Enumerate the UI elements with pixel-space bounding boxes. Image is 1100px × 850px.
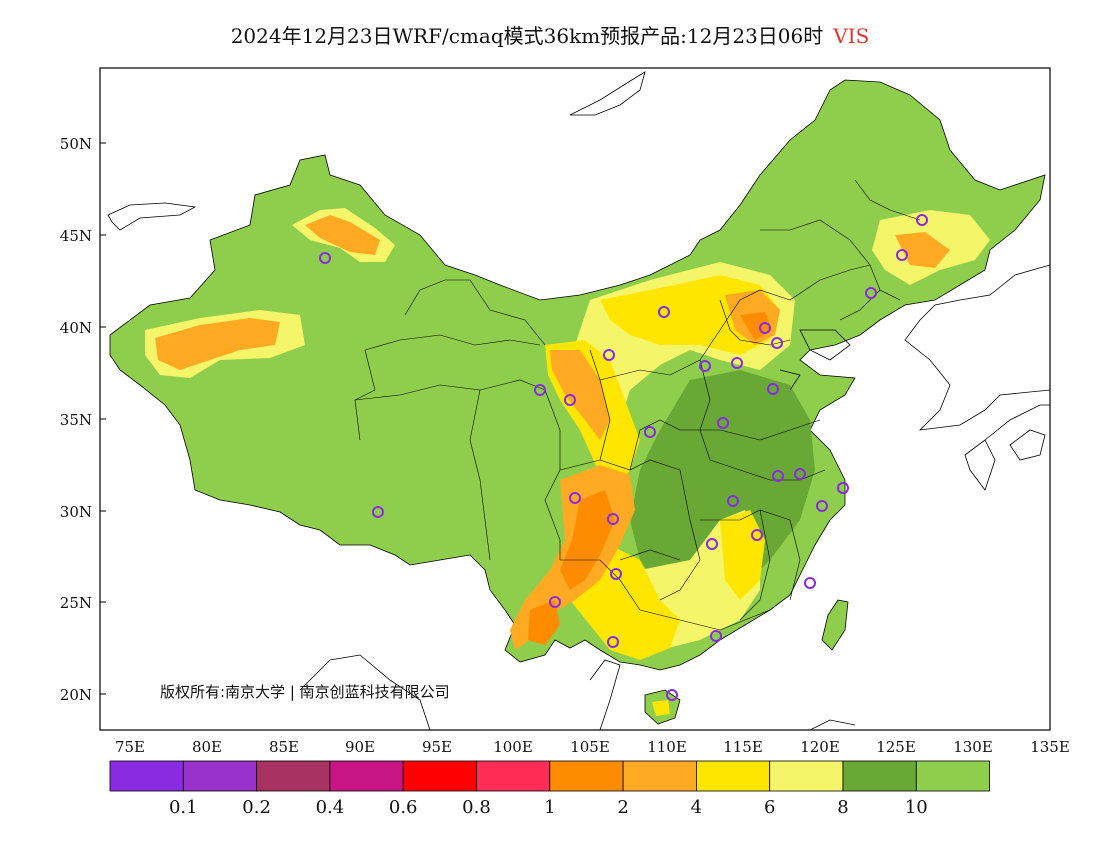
- circle-icon: [319, 252, 331, 264]
- colorbar-label: 4: [691, 797, 702, 818]
- circle-icon: [731, 357, 743, 369]
- lon-label: 90E: [345, 738, 375, 756]
- colorbar: 0.1 0.2 0.4 0.6 0.8 1 2 4 6 8 10: [109, 760, 990, 818]
- circle-icon: [759, 322, 771, 334]
- circle-icon: [549, 596, 561, 608]
- lon-label: 110E: [647, 738, 687, 756]
- circle-icon: [603, 349, 615, 361]
- circle-icon: [771, 337, 783, 349]
- colorbar-swatch: [842, 760, 917, 792]
- circle-icon: [644, 426, 656, 438]
- lon-label: 120E: [800, 738, 840, 756]
- colorbar-swatch: [329, 760, 404, 792]
- colorbar-swatch: [622, 760, 697, 792]
- colorbar-label: 6: [764, 797, 775, 818]
- vis-band-4-6-east: [720, 510, 765, 600]
- lon-label: 75E: [115, 738, 145, 756]
- circle-icon: [727, 495, 739, 507]
- colorbar-label: 0.4: [316, 797, 345, 818]
- lat-axis: 50N 45N 40N 35N 30N 25N 20N: [60, 135, 106, 704]
- circle-icon: [534, 384, 546, 396]
- hainan-yellow: [652, 700, 670, 716]
- lat-label: 25N: [60, 594, 92, 612]
- lon-label: 135E: [1030, 738, 1070, 756]
- colorbar-label: 0.8: [462, 797, 491, 818]
- colorbar-swatch: [476, 760, 551, 792]
- vis-band-8-10: [630, 370, 815, 600]
- circle-icon: [804, 577, 816, 589]
- circle-icon: [706, 538, 718, 550]
- lat-label: 35N: [60, 411, 92, 429]
- circle-icon: [772, 470, 784, 482]
- circle-icon: [607, 513, 619, 525]
- lat-label: 20N: [60, 686, 92, 704]
- circle-icon: [816, 500, 828, 512]
- circle-icon: [666, 689, 678, 701]
- vis-band-2-4-ne: [895, 232, 950, 268]
- circle-icon: [837, 482, 849, 494]
- colorbar-label: 0.1: [169, 797, 198, 818]
- copyright-text: 版权所有:南京大学 | 南京创蓝科技有限公司: [160, 683, 450, 701]
- map-title: 2024年12月23日WRF/cmaq模式36km预报产品:12月23日06时 V…: [0, 20, 1100, 49]
- lon-label: 80E: [192, 738, 222, 756]
- lon-axis: 75E 80E 85E 90E 95E 100E 105E 110E 115E …: [115, 738, 1070, 756]
- circle-icon: [610, 568, 622, 580]
- colorbar-swatch: [402, 760, 477, 792]
- lon-label: 115E: [723, 738, 763, 756]
- colorbar-swatch: [109, 760, 184, 792]
- circle-icon: [717, 417, 729, 429]
- colorbar-label: 8: [837, 797, 848, 818]
- lon-label: 95E: [422, 738, 452, 756]
- circle-icon: [916, 214, 928, 226]
- circle-icon: [658, 306, 670, 318]
- circle-icon: [751, 529, 763, 541]
- colorbar-label: 2: [617, 797, 628, 818]
- lon-label: 85E: [269, 738, 299, 756]
- circle-icon: [865, 287, 877, 299]
- vis-band-1-2-sichuan: [560, 490, 615, 590]
- circle-icon: [607, 636, 619, 648]
- vis-band-2-4-loess: [550, 350, 610, 440]
- circle-icon: [767, 383, 779, 395]
- circle-icon: [699, 360, 711, 372]
- province-boundaries: [354, 179, 921, 631]
- lat-label: 40N: [60, 319, 92, 337]
- colorbar-label: 0.2: [242, 797, 271, 818]
- circle-icon: [569, 492, 581, 504]
- neighbour-coastlines: [107, 71, 1050, 730]
- lat-label: 45N: [60, 227, 92, 245]
- lon-label: 105E: [570, 738, 610, 756]
- colorbar-swatch: [915, 760, 990, 792]
- lat-label: 30N: [60, 503, 92, 521]
- lon-label: 125E: [876, 738, 916, 756]
- circle-icon: [710, 630, 722, 642]
- colorbar-swatch: [769, 760, 844, 792]
- circle-icon: [794, 468, 806, 480]
- lon-label: 100E: [493, 738, 533, 756]
- colorbar-swatch: [256, 760, 331, 792]
- city-markers: [319, 214, 928, 701]
- colorbar-label: 10: [905, 797, 928, 818]
- lat-label: 50N: [60, 135, 92, 153]
- title-variable: VIS: [833, 24, 870, 48]
- colorbar-swatch: [549, 760, 624, 792]
- circle-icon: [896, 249, 908, 261]
- taiwan-island: [821, 599, 849, 651]
- lon-label: 130E: [953, 738, 993, 756]
- vis-band-2-4-dzungaria: [305, 215, 380, 255]
- colorbar-swatch: [182, 760, 258, 792]
- colorbar-label: 0.6: [389, 797, 418, 818]
- circle-icon: [564, 394, 576, 406]
- map-content: [107, 71, 1050, 730]
- vis-band-1-2-yunnan: [528, 600, 560, 645]
- circle-icon: [372, 506, 384, 518]
- colorbar-label: 1: [544, 797, 555, 818]
- title-main: 2024年12月23日WRF/cmaq模式36km预报产品:12月23日06时: [230, 24, 824, 48]
- colorbar-swatch: [696, 760, 771, 792]
- vis-band-2-4-west: [155, 318, 280, 370]
